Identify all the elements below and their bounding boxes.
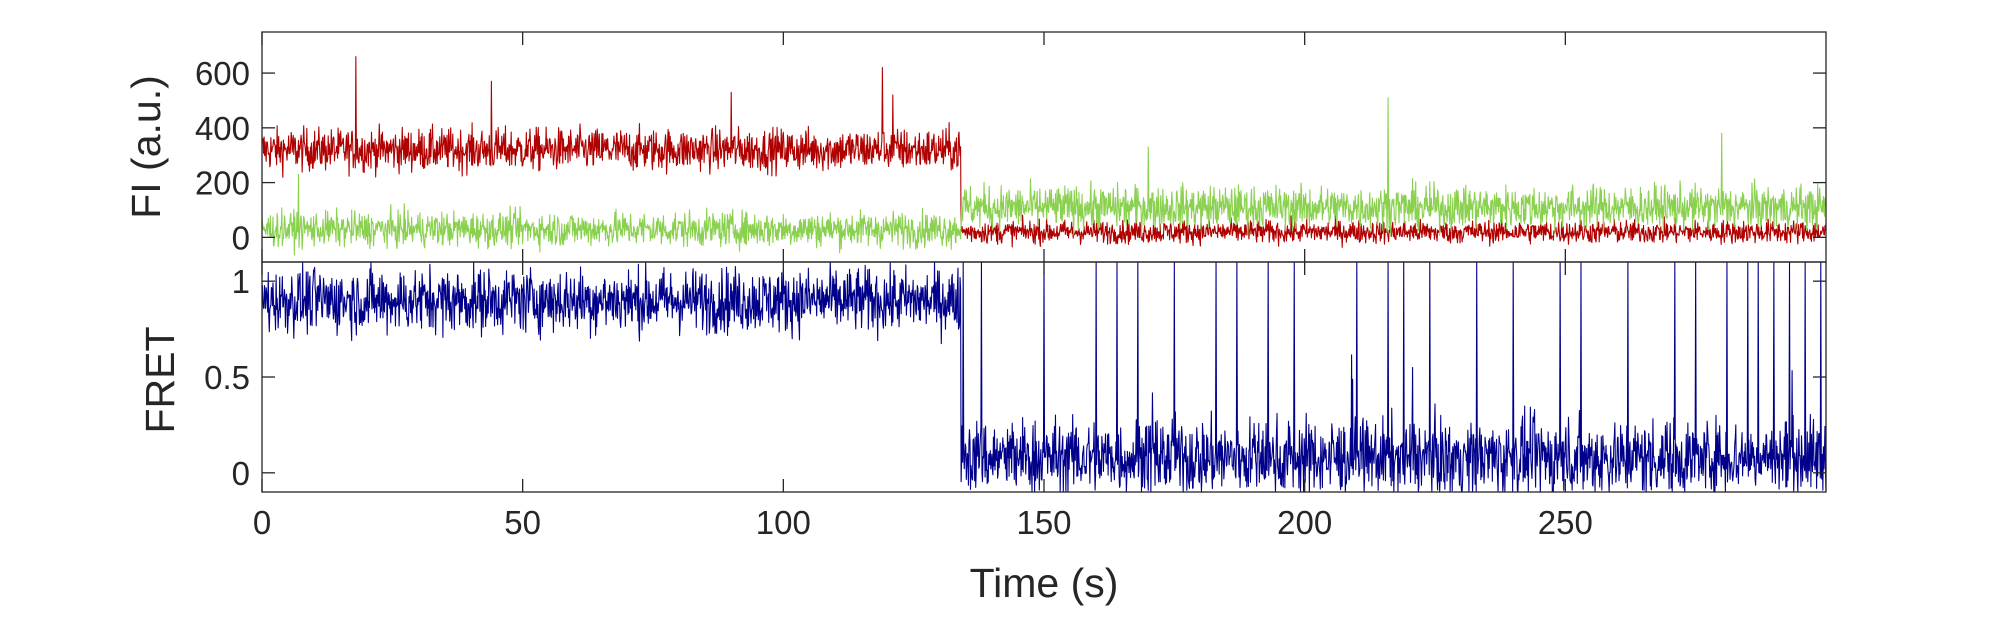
intensity-series-0-line	[261, 56, 1827, 248]
fret-panel: 00.51 0 50 100 150 200 250 FRET Time (s)	[137, 261, 1827, 606]
time-xtick-label-4: 200	[1277, 504, 1332, 541]
intensity-ytick-label-0: 0	[232, 219, 250, 256]
fret-ytick-label-2: 1	[232, 263, 250, 300]
intensity-series-1-line	[261, 97, 1827, 256]
fret-series-0-line	[261, 261, 1827, 493]
fret-traces	[261, 261, 1827, 493]
intensity-y-axis-label: FI (a.u.)	[123, 75, 169, 219]
time-xtick-label-0: 0	[253, 504, 271, 541]
intensity-ytick-label-3: 600	[195, 55, 250, 92]
fret-y-axis-label: FRET	[137, 326, 183, 433]
fret-ytick-label-0: 0	[232, 455, 250, 492]
intensity-traces	[261, 56, 1827, 256]
intensity-y-axis: 0 200 400 600	[195, 32, 1826, 262]
intensity-ytick-label-1: 200	[195, 165, 250, 202]
intensity-ytick-label-2: 400	[195, 110, 250, 147]
fret-y-axis: 00.51	[204, 263, 1826, 492]
time-xtick-label-3: 150	[1016, 504, 1071, 541]
intensity-panel: 0 200 400 600 FI (a.u.)	[123, 31, 1827, 263]
time-x-axis: 0 50 100 150 200 250	[253, 262, 1593, 541]
time-x-axis-label: Time (s)	[970, 560, 1119, 606]
time-xtick-label-2: 100	[756, 504, 811, 541]
fret-ytick-label-1: 0.5	[204, 359, 250, 396]
time-xtick-label-1: 50	[504, 504, 541, 541]
time-xtick-label-5: 250	[1538, 504, 1593, 541]
